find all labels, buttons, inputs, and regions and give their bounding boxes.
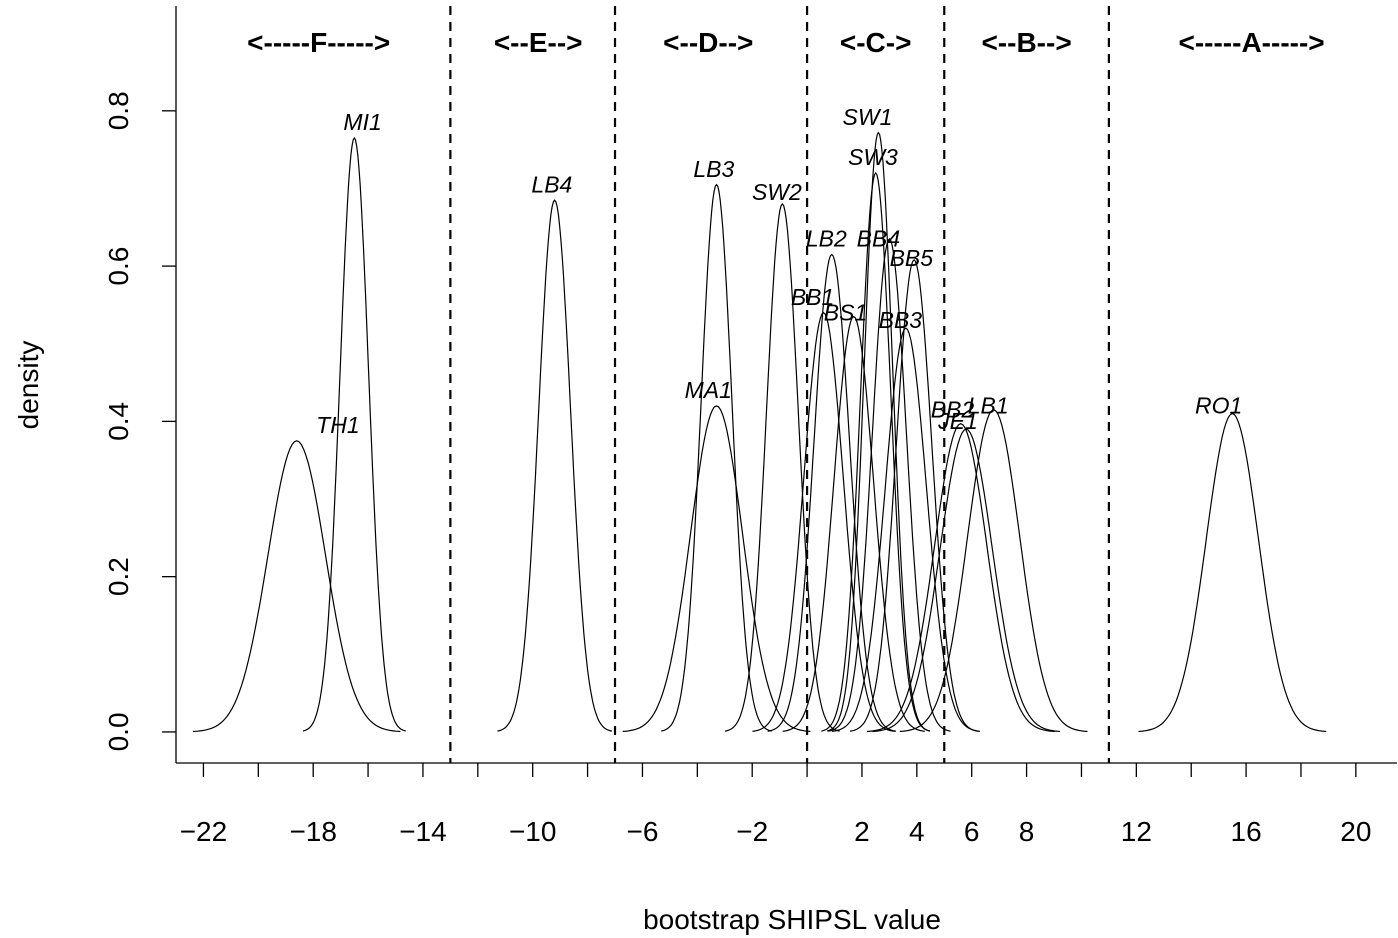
curve-label-ro1: RO1 xyxy=(1195,393,1242,419)
x-tick-label: 20 xyxy=(1340,816,1371,847)
group-dividers xyxy=(449,6,1110,763)
x-tick-label: −14 xyxy=(399,816,447,847)
curve-label-bb2: BB2 xyxy=(931,396,975,422)
curve-label-sw3: SW3 xyxy=(848,144,898,170)
x-axis-title: bootstrap SHIPSL value xyxy=(643,904,941,935)
density-curve-bb3 xyxy=(831,327,980,732)
group-label: <-C-> xyxy=(840,27,912,58)
x-tick-label: 4 xyxy=(909,816,925,847)
curve-label-lb2: LB2 xyxy=(806,226,847,252)
y-tick-label: 0.8 xyxy=(103,91,134,130)
x-tick-label: −10 xyxy=(509,816,557,847)
curve-label-mi1: MI1 xyxy=(343,109,381,135)
x-tick-label: 2 xyxy=(854,816,870,847)
x-axis: −22 −18 −14 −10 −6 −2 2 4 6 8 12 16 20 xyxy=(180,763,1371,847)
density-curve-lb4 xyxy=(497,199,612,732)
x-tick-label: 8 xyxy=(1019,816,1035,847)
plot-frame xyxy=(175,6,1397,764)
curve-label-lb4: LB4 xyxy=(531,171,572,197)
curve-label-lb1: LB1 xyxy=(968,393,1009,419)
density-curves xyxy=(192,131,1327,733)
x-tick-label: 12 xyxy=(1121,816,1152,847)
curve-label-lb3: LB3 xyxy=(693,156,734,182)
group-label: <--D--> xyxy=(663,27,753,58)
y-axis-title: density xyxy=(13,341,44,430)
group-label: <-----F-----> xyxy=(247,27,390,58)
density-curve-sw1 xyxy=(826,131,930,732)
x-tick-label: −2 xyxy=(736,816,768,847)
group-label: <--B--> xyxy=(981,27,1071,58)
x-tick-label: −18 xyxy=(289,816,337,847)
density-curve-ma1 xyxy=(622,405,811,732)
density-curve-th1 xyxy=(192,440,401,733)
curve-label-sw1: SW1 xyxy=(843,104,893,130)
x-tick-label: −6 xyxy=(626,816,658,847)
group-label: <--E--> xyxy=(494,27,583,58)
density-curve-lb2 xyxy=(767,253,897,732)
density-curve-lb1 xyxy=(899,409,1088,732)
density-curve-lb3 xyxy=(661,183,772,732)
y-tick-label: 0.4 xyxy=(103,402,134,441)
density-curve-bb1 xyxy=(752,311,895,732)
density-curve-bb4 xyxy=(828,237,951,732)
curve-label-bs1: BS1 xyxy=(824,299,867,325)
density-curve-sw2 xyxy=(725,203,840,732)
curve-label-bb1: BB1 xyxy=(791,284,834,310)
density-curve-bb2 xyxy=(866,423,1055,733)
curve-label-sw2: SW2 xyxy=(752,179,802,205)
density-curve-mi1 xyxy=(302,136,406,732)
density-curve-bb5 xyxy=(849,259,979,732)
density-curve-je1 xyxy=(872,428,1061,733)
density-curve-ro1 xyxy=(1138,412,1327,733)
density-curve-sw3 xyxy=(821,171,931,732)
curve-label-ma1: MA1 xyxy=(685,377,732,403)
curve-label-th1: TH1 xyxy=(316,412,359,438)
x-tick-label: −22 xyxy=(180,816,228,847)
y-tick-label: 0.2 xyxy=(103,557,134,596)
group-label: <-----A-----> xyxy=(1178,27,1324,58)
curve-label-bb4: BB4 xyxy=(857,226,900,252)
y-axis: 0.0 0.2 0.4 0.6 0.8 xyxy=(103,91,176,751)
group-labels: <-----F-----> <--E--> <--D--> <-C-> <--B--> <… xyxy=(247,27,1325,58)
y-tick-label: 0.6 xyxy=(103,247,134,286)
curve-label-bb5: BB5 xyxy=(890,245,934,271)
curve-label-je1: JE1 xyxy=(937,408,978,434)
x-tick-label: 6 xyxy=(964,816,980,847)
curve-label-bb3: BB3 xyxy=(879,307,923,333)
x-tick-label: 16 xyxy=(1231,816,1262,847)
y-tick-label: 0.0 xyxy=(103,712,134,751)
